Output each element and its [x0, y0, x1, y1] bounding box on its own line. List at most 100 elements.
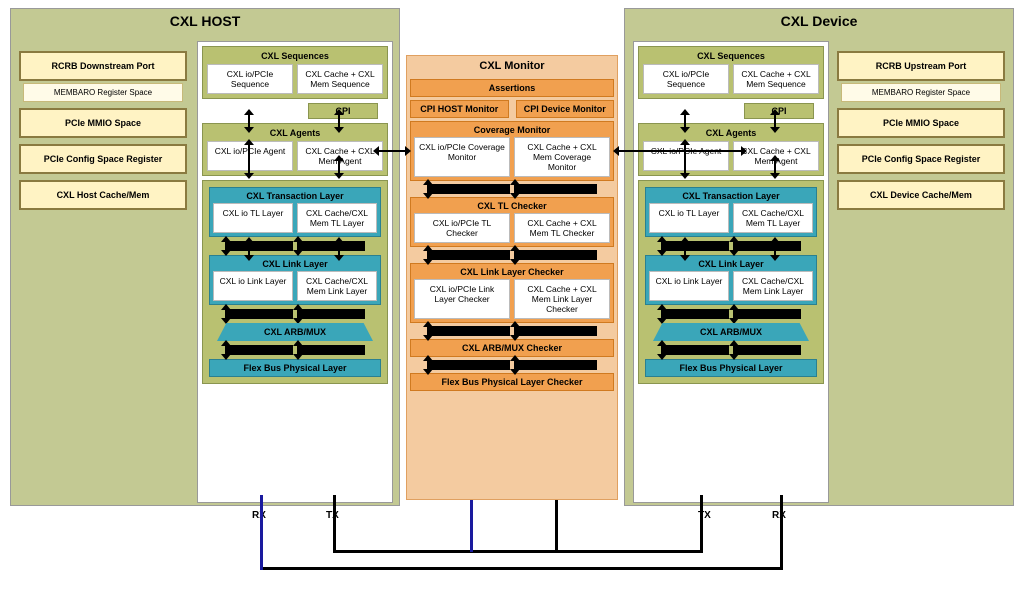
mon-tlchk: CXL TL Checker CXL io/PCIe TL Checker CX…: [410, 197, 614, 247]
mon-cpi-dev: CPI Device Monitor: [516, 100, 615, 118]
arrow-v: [248, 144, 250, 174]
dev-side-0: RCRB Upstream Port: [837, 51, 1005, 81]
arrow-v: [684, 114, 686, 128]
bus-rx: [260, 567, 783, 570]
dev-layers: CXL Transaction Layer CXL io TL Layer CX…: [638, 180, 824, 384]
dev-ll-title: CXL Link Layer: [649, 259, 813, 269]
arrow-cpi-dev: [618, 150, 742, 152]
dev-ll-left: CXL io Link Layer: [649, 271, 729, 301]
dev-arbmux: CXL ARB/MUX: [653, 323, 809, 341]
arrow-v: [661, 345, 729, 355]
dev-side-3: CXL Device Cache/Mem: [837, 180, 1005, 210]
host-tl-title: CXL Transaction Layer: [213, 191, 377, 201]
host-side-0: RCRB Downstream Port: [19, 51, 187, 81]
host-tl-right: CXL Cache/CXL Mem TL Layer: [297, 203, 377, 233]
arrow-v: [514, 360, 597, 370]
host-seq-title: CXL Sequences: [207, 51, 383, 61]
arrow-v: [733, 345, 801, 355]
monitor-title: CXL Monitor: [407, 56, 617, 76]
dev-ll-right: CXL Cache/CXL Mem Link Layer: [733, 271, 813, 301]
bus-tx: [333, 550, 703, 553]
host-title: CXL HOST: [11, 9, 399, 33]
device-title: CXL Device: [625, 9, 1013, 33]
dev-tl-title: CXL Transaction Layer: [649, 191, 813, 201]
mon-cpi-host: CPI HOST Monitor: [410, 100, 509, 118]
arrow-v: [297, 241, 365, 251]
mon-tl-left: CXL io/PCIe TL Checker: [414, 213, 510, 243]
bus-tx: [700, 495, 703, 553]
arrow-v: [248, 114, 250, 128]
host-sequences: CXL Sequences CXL io/PCIe Sequence CXL C…: [202, 46, 388, 99]
host-phys: Flex Bus Physical Layer: [209, 359, 381, 377]
arrow-v: [427, 360, 510, 370]
dev-agents-title: CXL Agents: [643, 128, 819, 138]
dev-seq-title: CXL Sequences: [643, 51, 819, 61]
arrow-v: [684, 144, 686, 174]
host-side-3: CXL Host Cache/Mem: [19, 180, 187, 210]
host-side-list: RCRB Downstream Port MEMBARO Register Sp…: [19, 45, 187, 216]
dev-seq-left: CXL io/PCIe Sequence: [643, 64, 729, 94]
bus-tx: [555, 500, 558, 552]
mon-assertions: Assertions: [410, 79, 614, 97]
host-rx-label: RX: [252, 510, 266, 521]
dev-phys: Flex Bus Physical Layer: [645, 359, 817, 377]
arrow-v: [427, 184, 510, 194]
arrow-v: [774, 114, 776, 128]
arrow-v: [514, 184, 597, 194]
arrow-v: [514, 250, 597, 260]
mon-coverage: Coverage Monitor CXL io/PCIe Coverage Mo…: [410, 121, 614, 181]
bus-rx-dev: [780, 495, 783, 570]
dev-agent-left: CXL io/PCIe Agent: [643, 141, 729, 171]
bus-rx-host: [260, 495, 263, 570]
host-agents-title: CXL Agents: [207, 128, 383, 138]
arrow-v: [661, 241, 729, 251]
arrow-v: [338, 114, 340, 128]
arrow-v: [514, 326, 597, 336]
host-stack: CXL Sequences CXL io/PCIe Sequence CXL C…: [197, 41, 393, 503]
arrow-v: [427, 326, 510, 336]
mon-tl-title: CXL TL Checker: [414, 201, 610, 211]
host-agent-left: CXL io/PCIe Agent: [207, 141, 293, 171]
arrow-v: [427, 250, 510, 260]
bus-tx: [333, 495, 336, 553]
mon-ll-left: CXL io/PCIe Link Layer Checker: [414, 279, 510, 319]
dev-side-2: PCIe Config Space Register: [837, 144, 1005, 174]
host-side-1: PCIe MMIO Space: [19, 108, 187, 138]
host-layers: CXL Transaction Layer CXL io TL Layer CX…: [202, 180, 388, 384]
mon-cov-right: CXL Cache + CXL Mem Coverage Monitor: [514, 137, 610, 177]
host-ll-left: CXL io Link Layer: [213, 271, 293, 301]
arrow-v: [774, 160, 776, 174]
arrow-v: [225, 241, 293, 251]
mon-llchk: CXL Link Layer Checker CXL io/PCIe Link …: [410, 263, 614, 323]
mon-tl-right: CXL Cache + CXL Mem TL Checker: [514, 213, 610, 243]
bus-rx-mon: [470, 500, 473, 552]
dev-seq-right: CXL Cache + CXL Mem Sequence: [733, 64, 819, 94]
mon-ll-title: CXL Link Layer Checker: [414, 267, 610, 277]
monitor-panel: CXL Monitor Assertions CPI HOST Monitor …: [406, 55, 618, 500]
host-seq-right: CXL Cache + CXL Mem Sequence: [297, 64, 383, 94]
mon-physchk: Flex Bus Physical Layer Checker: [410, 373, 614, 391]
mon-cov-title: Coverage Monitor: [414, 125, 610, 135]
host-side-2: PCIe Config Space Register: [19, 144, 187, 174]
mon-ll-right: CXL Cache + CXL Mem Link Layer Checker: [514, 279, 610, 319]
arrow-v: [733, 309, 801, 319]
arrow-v: [338, 160, 340, 174]
arrow-v: [297, 309, 365, 319]
arrow-v: [297, 345, 365, 355]
host-ll: CXL Link Layer CXL io Link Layer CXL Cac…: [209, 255, 381, 305]
dev-side-1: PCIe MMIO Space: [837, 108, 1005, 138]
dev-stack: CXL Sequences CXL io/PCIe Sequence CXL C…: [633, 41, 829, 503]
dev-tl-left: CXL io TL Layer: [649, 203, 729, 233]
host-panel: CXL HOST RCRB Downstream Port MEMBARO Re…: [10, 8, 400, 506]
dev-tl: CXL Transaction Layer CXL io TL Layer CX…: [645, 187, 817, 237]
device-panel: CXL Device RCRB Upstream Port MEMBARO Re…: [624, 8, 1014, 506]
arrow-v: [733, 241, 801, 251]
host-tl: CXL Transaction Layer CXL io TL Layer CX…: [209, 187, 381, 237]
host-ll-right: CXL Cache/CXL Mem Link Layer: [297, 271, 377, 301]
host-tl-left: CXL io TL Layer: [213, 203, 293, 233]
dev-ll: CXL Link Layer CXL io Link Layer CXL Cac…: [645, 255, 817, 305]
arrow-cpi-host: [378, 150, 406, 152]
arrow-v: [225, 345, 293, 355]
host-agents: CXL Agents CXL io/PCIe Agent CXL Cache +…: [202, 123, 388, 176]
host-side-0-sub: MEMBARO Register Space: [23, 83, 183, 102]
